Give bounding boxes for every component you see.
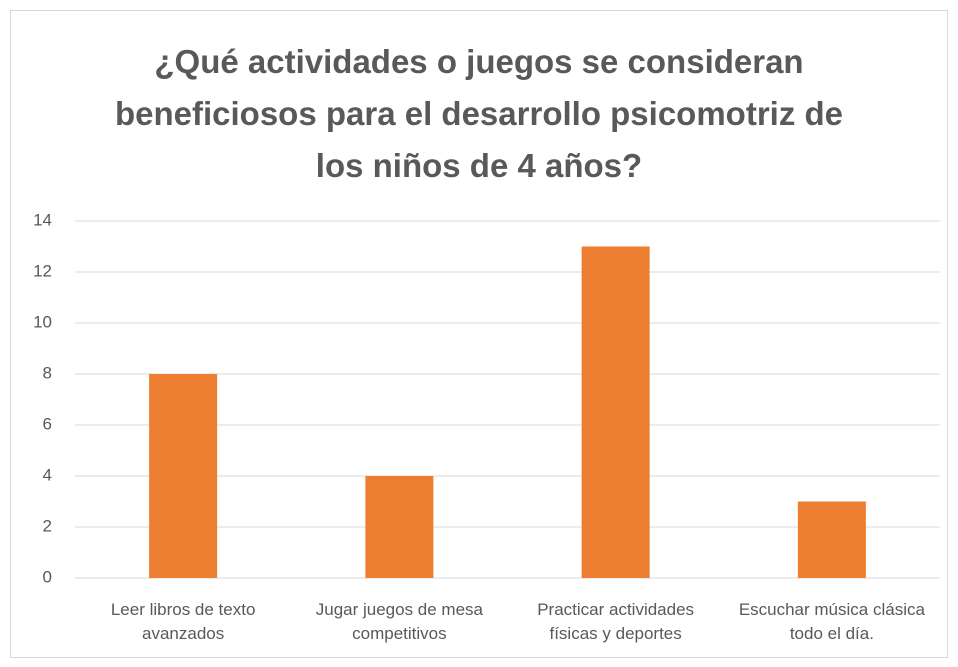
y-tick-label: 12 xyxy=(33,261,52,280)
x-tick-label: Escuchar música clásica todo el día. xyxy=(738,600,925,643)
y-tick-label: 14 xyxy=(33,210,52,229)
y-tick-label: 0 xyxy=(43,567,52,586)
bar xyxy=(581,246,650,578)
bar xyxy=(797,501,866,578)
y-tick-label: 8 xyxy=(43,363,52,382)
y-tick-label: 10 xyxy=(33,312,52,331)
x-tick-label: Jugar juegos de mesa competitivos xyxy=(315,600,484,643)
y-tick-label: 4 xyxy=(43,465,52,484)
bar xyxy=(365,476,434,578)
x-tick-label: Leer libros de texto avanzados xyxy=(110,600,256,643)
y-tick-label: 2 xyxy=(43,516,52,535)
chart-title: ¿Qué actividades o juegos se consideran … xyxy=(114,43,844,184)
chart-frame xyxy=(10,10,948,658)
y-tick-label: 6 xyxy=(43,414,52,433)
x-tick-label: Practicar actividades físicas y deportes xyxy=(537,600,695,643)
bar xyxy=(149,374,218,578)
